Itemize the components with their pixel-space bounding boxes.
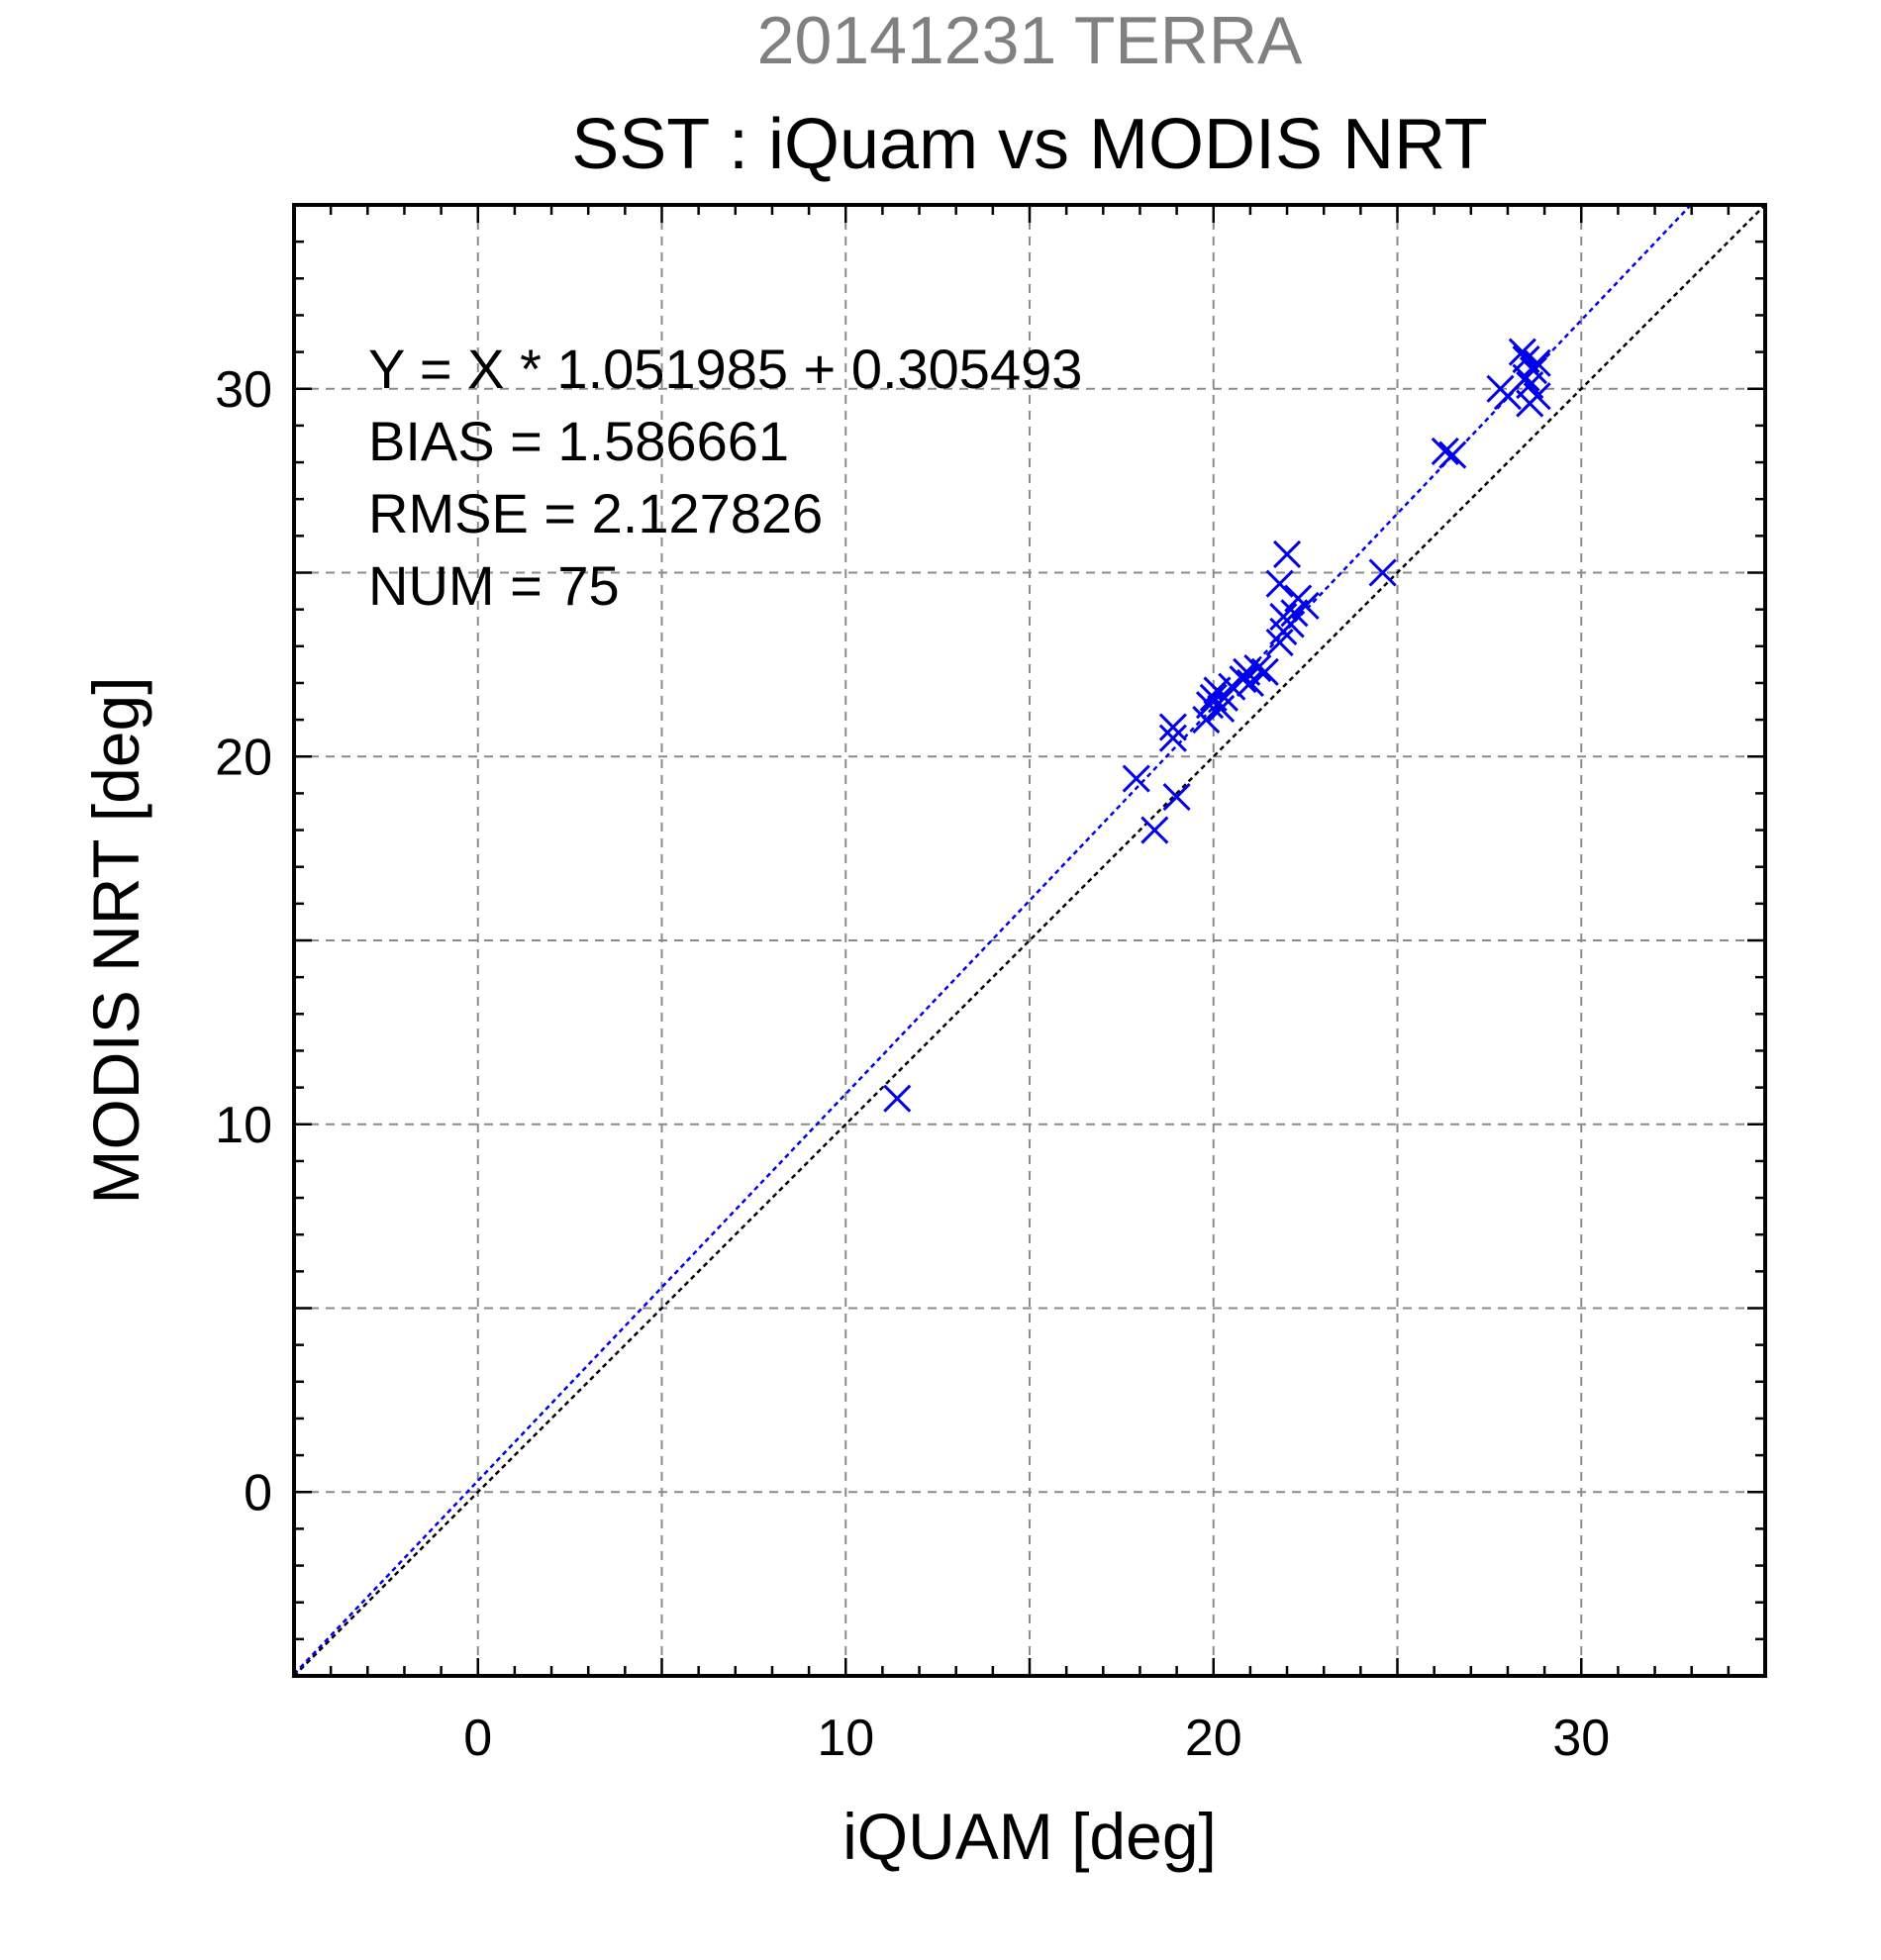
data-point (1438, 441, 1467, 469)
data-point (1158, 713, 1187, 741)
y-tick-label: 0 (244, 1464, 272, 1521)
x-tick-label: 10 (817, 1710, 874, 1767)
data-point (1162, 783, 1191, 812)
data-point (1229, 665, 1257, 694)
data-point (1158, 724, 1187, 752)
data-point (1431, 437, 1459, 465)
data-point (1122, 764, 1150, 793)
chart-supertitle: 20141231 TERRA (757, 3, 1303, 78)
x-tick-label: 0 (463, 1710, 492, 1767)
data-points (883, 338, 1551, 1113)
x-axis-label: iQUAM [deg] (842, 1800, 1217, 1873)
data-point (1523, 348, 1551, 377)
data-point (1140, 816, 1169, 844)
data-point (1368, 558, 1397, 587)
data-point (883, 1084, 912, 1113)
stats-line: RMSE = 2.127826 (368, 482, 823, 544)
data-point (1207, 694, 1236, 724)
y-tick-label: 30 (215, 361, 272, 419)
data-point (1276, 610, 1305, 638)
regression-stats: Y = X * 1.051985 + 0.305493 BIAS = 1.5866… (368, 338, 1082, 617)
plot-frame (292, 203, 1767, 1678)
data-point (1265, 629, 1294, 657)
data-point (1519, 356, 1548, 385)
stats-line: BIAS = 1.586661 (368, 410, 789, 472)
y-tick-label: 20 (215, 729, 272, 786)
x-tick-labels: 0 10 20 30 (463, 1710, 1610, 1767)
y-axis-label: MODIS NRT [deg] (79, 676, 152, 1204)
x-tick-label: 20 (1185, 1710, 1242, 1767)
data-point (1272, 539, 1302, 568)
grid-lines (294, 205, 1765, 1676)
data-point (1523, 382, 1551, 411)
chart-title: SST : iQuam vs MODIS NRT (571, 105, 1488, 184)
data-point (1250, 657, 1279, 686)
data-point (1195, 691, 1225, 720)
stats-line: NUM = 75 (368, 554, 620, 617)
data-point (1291, 591, 1320, 620)
data-point (1265, 569, 1294, 598)
data-point (1243, 654, 1272, 683)
y-tick-label: 10 (215, 1097, 272, 1154)
x-tick-label: 30 (1552, 1710, 1610, 1767)
data-point (1508, 338, 1536, 366)
stats-line: Y = X * 1.051985 + 0.305493 (368, 338, 1082, 400)
data-point (1236, 668, 1264, 698)
y-tick-labels: 0 10 20 30 (215, 361, 272, 1522)
